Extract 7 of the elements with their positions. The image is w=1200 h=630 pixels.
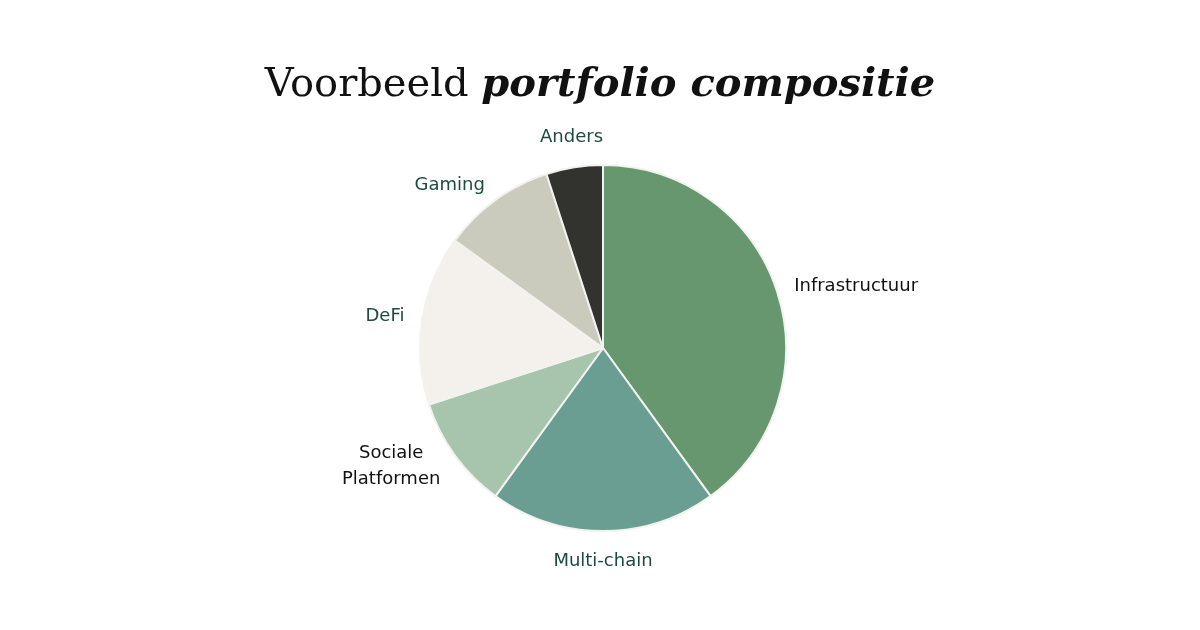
slice-label: Gaming: [414, 173, 485, 195]
slice-label: Multi-chain: [553, 548, 653, 570]
slice-label: Anders: [540, 125, 604, 147]
slice-label: DeFi: [365, 304, 405, 326]
chart-title: Voorbeeld portfolio compositie: [264, 58, 936, 105]
slice-label: Sociale Platformen: [341, 440, 441, 488]
slice-label: Infrastructuur: [794, 273, 919, 295]
